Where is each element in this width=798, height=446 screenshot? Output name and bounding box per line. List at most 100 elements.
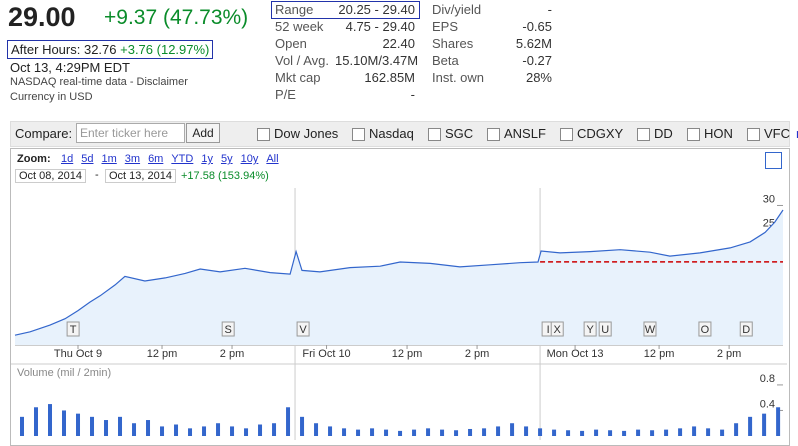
after-hours: After Hours: 32.76 +3.76 (12.97%) [7,40,214,59]
volume-bar [76,413,81,436]
volume-bar [314,423,319,436]
price-line [14,209,784,336]
stat-label: Vol / Avg. [275,53,329,68]
zoom-options: 1d 5d 1m 3m 6m YTD 1y 5y 10y All [61,153,287,165]
event-flag [643,321,657,337]
date-separator: - [95,169,99,181]
zoom-option[interactable]: 1y [201,153,213,165]
ticker-name[interactable]: DD [654,126,673,141]
stat-label: EPS [432,19,459,34]
stat-label: Div/yield [432,2,482,17]
zoom-option[interactable]: YTD [171,153,194,165]
volume-bar [482,428,487,436]
zoom-option[interactable]: 6m [148,153,164,165]
ticker-checkbox[interactable] [257,128,270,141]
date-to[interactable]: Oct 13, 2014 [105,169,176,183]
volume-bar [692,426,697,436]
event-flag [550,321,564,337]
volume-bar [650,430,655,436]
add-button[interactable]: Add [186,123,220,143]
x-tick-label: 2 pm [220,348,244,360]
volume-bar [468,428,473,436]
volume-bar [622,430,627,436]
more-link[interactable]: more » [796,126,798,141]
volume-bar [286,407,291,436]
zoom-option[interactable]: 10y [240,153,259,165]
stat-row: Shares 5.62M [432,35,552,52]
stat-label: Shares [432,36,474,51]
volume-bar [664,429,669,436]
ticker-checkbox[interactable] [747,128,760,141]
ticker-input[interactable]: Enter ticker here [76,123,185,143]
volume-bar [300,416,305,436]
volume-bar [538,428,543,436]
event-label: U [601,324,609,336]
expand-icon[interactable] [765,152,782,169]
volume-bar [678,428,683,436]
volume-bar [258,424,263,436]
volume-bar [356,429,361,436]
zoom-option[interactable]: 1m [101,153,117,165]
volume-bar [62,410,67,436]
stat-label: Beta [432,53,459,68]
event-label: W [645,324,656,336]
stat-value: 4.75 - 29.40 [345,19,415,34]
price: 29.00 [8,2,76,32]
date-from[interactable]: Oct 08, 2014 [15,169,86,183]
ticker-name[interactable]: VFC [764,126,790,141]
price-change: +9.37 (47.73%) [104,6,249,29]
volume-bar [132,423,137,436]
stat-value: - [410,87,415,102]
ticker-name[interactable]: ANSLF [504,126,546,141]
zoom-label: Zoom: [17,153,51,165]
event-label: I [547,324,550,336]
x-tick-label: Fri Oct 10 [302,348,350,360]
data-source[interactable]: NASDAQ real-time data - Disclaimer [10,76,188,88]
volume-bar [776,407,781,436]
volume-bar [412,429,417,436]
stat-row: Beta -0.27 [432,52,552,69]
volume-bar [328,426,333,436]
stat-value: - [547,2,552,17]
ticker-name[interactable]: CDGXY [577,126,624,141]
stat-value: 15.10M/3.47M [335,53,419,68]
currency: Currency in USD [10,91,93,103]
volume-bar [188,428,193,436]
zoom-option[interactable]: 5y [220,153,233,165]
zoom-option[interactable]: 3m [124,153,141,165]
ticker-checkbox[interactable] [687,128,700,141]
x-tick-label: 12 pm [147,348,178,360]
ticker-name[interactable]: Dow Jones [274,126,339,141]
ticker-checkbox[interactable] [352,128,365,141]
event-flag [598,321,612,337]
x-tick-label: 2 pm [465,348,489,360]
zoom-option[interactable]: 1d [61,153,74,165]
event-label: T [70,324,77,336]
ticker-name[interactable]: HON [704,126,733,141]
volume-bar [202,426,207,436]
volume-bar [440,429,445,436]
x-tick-label: 12 pm [644,348,675,360]
y-tick-label: 30 [763,193,775,205]
y-tick-label: 0.4 [760,398,775,410]
volume-bar [566,430,571,436]
ticker-checkbox[interactable] [487,128,500,141]
volume-bar [580,430,585,436]
volume-bar [384,429,389,436]
volume-bar [398,430,403,436]
ticker-checkbox[interactable] [637,128,650,141]
volume-bar [20,416,25,436]
volume-bar [90,416,95,436]
ticker-checkbox[interactable] [560,128,573,141]
volume-bar [552,429,557,436]
stat-label: P/E [275,87,296,102]
volume-bar [48,404,53,436]
ticker-checkbox[interactable] [428,128,441,141]
zoom-option[interactable]: 5d [81,153,94,165]
ticker-name[interactable]: Nasdaq [369,126,414,141]
event-flag [296,321,310,337]
ticker-name[interactable]: SGC [445,126,474,141]
zoom-option[interactable]: All [266,153,279,165]
